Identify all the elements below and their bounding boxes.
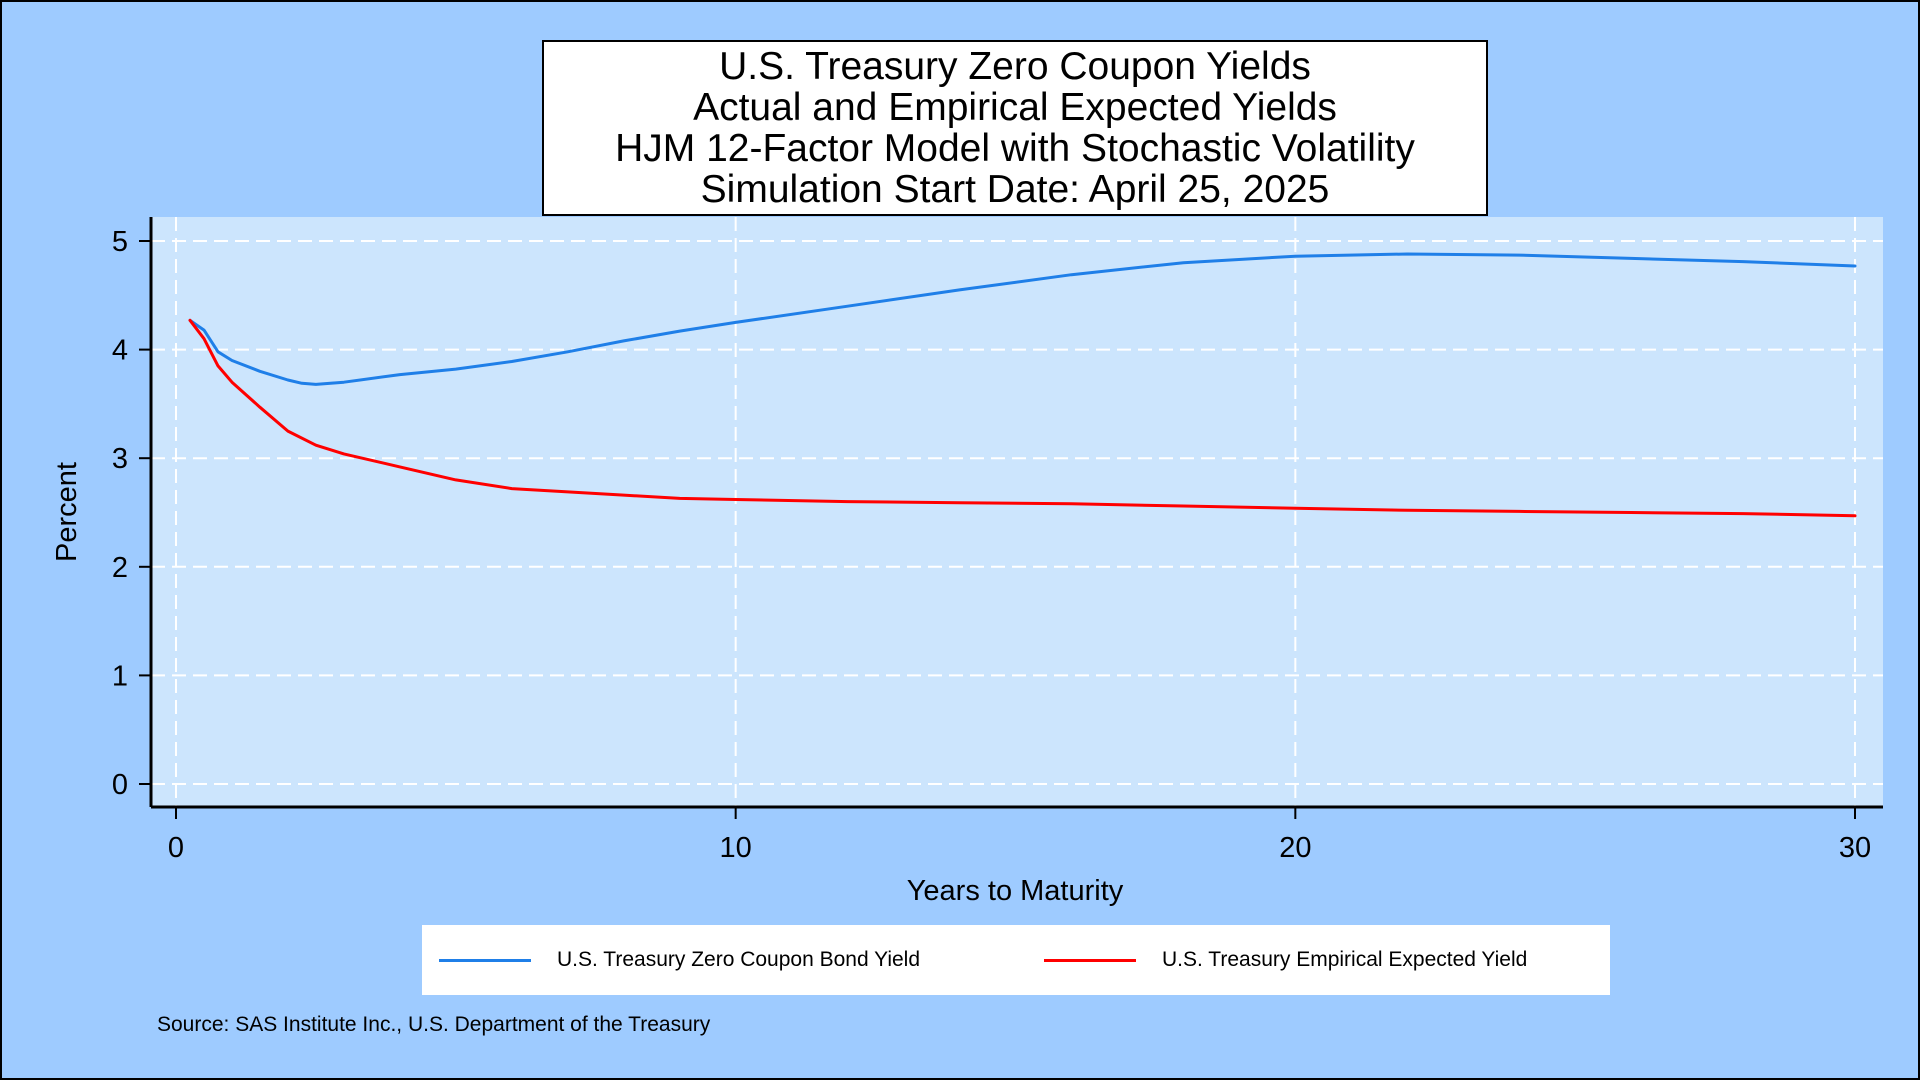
legend-item-expected-yield: U.S. Treasury Empirical Expected Yield [1044, 925, 1527, 995]
legend-item-bond-yield: U.S. Treasury Zero Coupon Bond Yield [439, 925, 920, 995]
y-tick-label: 3 [112, 443, 128, 475]
y-axis-label: Percent [51, 462, 83, 562]
y-tick-label: 2 [112, 552, 128, 584]
x-tick-label: 20 [1279, 832, 1311, 864]
chart-title: U.S. Treasury Zero Coupon Yields Actual … [542, 40, 1488, 216]
legend: U.S. Treasury Zero Coupon Bond Yield U.S… [422, 925, 1610, 995]
x-tick-label: 0 [168, 832, 184, 864]
legend-label-bond-yield: U.S. Treasury Zero Coupon Bond Yield [557, 948, 921, 971]
x-tick-label: 30 [1839, 832, 1871, 864]
series-lines [188, 252, 1857, 518]
legend-label-expected-yield: U.S. Treasury Empirical Expected Yield [1162, 948, 1528, 971]
legend-swatch-bond-yield [439, 958, 531, 962]
y-tick-label: 5 [112, 226, 128, 258]
source-note: Source: SAS Institute Inc., U.S. Departm… [157, 1013, 711, 1036]
y-tick-label: 4 [112, 335, 128, 367]
title-line-4: Simulation Start Date: April 25, 2025 [700, 168, 1330, 211]
y-tick-label: 1 [112, 660, 128, 692]
legend-swatch-expected-yield [1044, 958, 1136, 962]
x-tick-label: 10 [720, 832, 752, 864]
title-line-3: HJM 12-Factor Model with Stochastic Vola… [615, 127, 1415, 170]
x-axis-label: Years to Maturity [907, 875, 1124, 907]
expected-yield-line [188, 318, 1857, 518]
grid-lines [151, 217, 1883, 807]
axis-ticks: 0 1 2 3 4 5 0 10 20 30 [112, 226, 1871, 864]
title-line-2: Actual and Empirical Expected Yields [693, 86, 1337, 129]
title-line-1: U.S. Treasury Zero Coupon Yields [719, 45, 1311, 88]
y-tick-label: 0 [112, 769, 128, 801]
bond-yield-line [188, 252, 1857, 386]
